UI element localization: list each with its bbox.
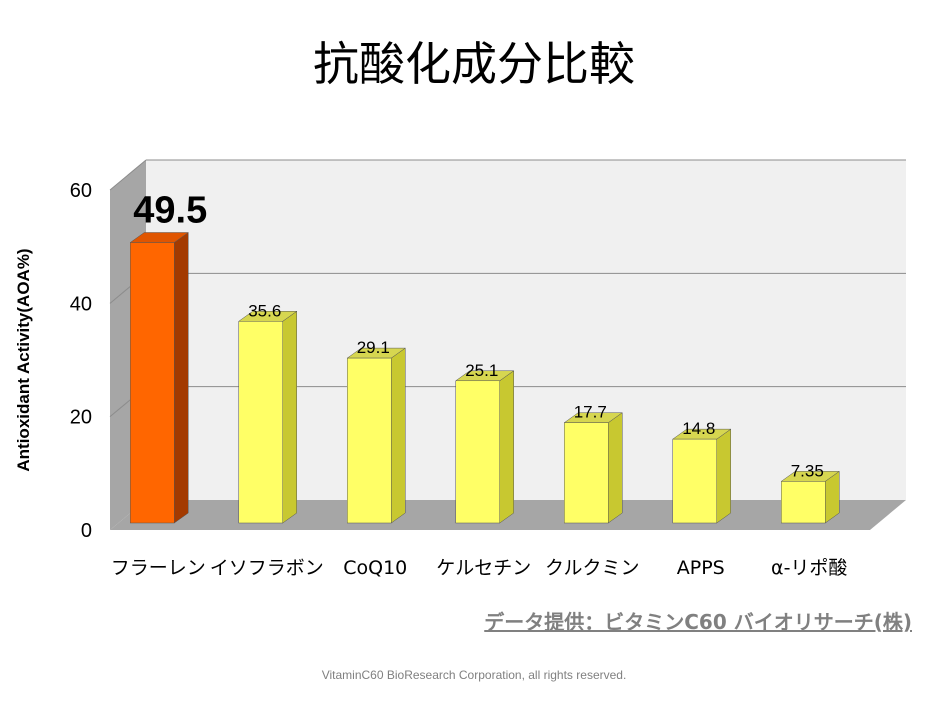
x-tick-label: クルクミン [545,557,639,579]
data-label: 29.1 [357,338,390,357]
x-tick-label: APPS [677,557,725,579]
data-label: 25.1 [465,361,498,380]
gridline-side [109,159,147,191]
y-tick-label: 0 [81,520,92,542]
data-label: 14.8 [682,419,715,438]
x-tick-label: イソフラボン [210,557,324,579]
data-label: 49.5 [133,190,207,232]
data-source-note: データ提供：ビタミンC60 バイオリサーチ(株) [484,610,912,634]
data-label: 35.6 [248,301,281,320]
bar-side [174,232,189,524]
y-tick-label: 60 [70,180,92,202]
slide-title: 抗酸化成分比較 [313,37,635,91]
bar [347,357,392,524]
x-tick-label: ケルセチン [436,557,531,579]
x-tick-label: CoQ10 [343,557,407,579]
bar-side [282,310,297,524]
bar-side [716,428,731,524]
data-label: 17.7 [574,403,607,422]
y-tick-label: 20 [70,407,92,429]
bar-side [499,370,514,524]
data-label: 7.35 [791,461,824,480]
bar [130,242,175,524]
copyright-footer: VitaminC60 BioResearch Corporation, all … [321,668,627,682]
bar [672,438,717,524]
bar [238,321,283,524]
bar-side [608,412,623,524]
bar [564,422,609,524]
y-axis-label: Antioxidant Activity(AOA%) [14,248,33,471]
bar-side [391,347,406,524]
x-tick-label: α-リポ酸 [771,557,847,579]
bar [781,481,826,524]
y-tick-label: 40 [70,293,92,315]
bar [455,380,500,524]
x-tick-label: フラーレン [111,557,206,579]
